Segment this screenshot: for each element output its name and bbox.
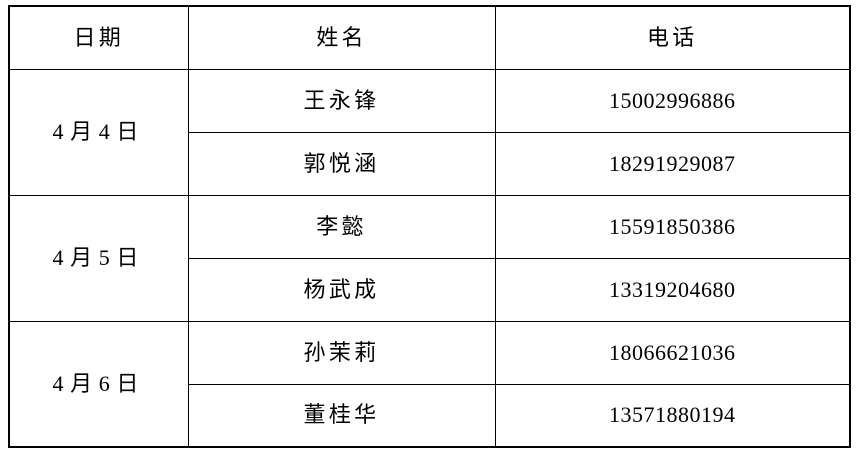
table-header-row: 日期 姓名 电话 (8, 5, 851, 70)
header-cell-date: 日期 (8, 5, 189, 70)
table-row: 4月5日 李懿 15591850386 (8, 194, 851, 322)
phone-cell: 13571880194 (494, 383, 851, 448)
contact-table: 日期 姓名 电话 4月4日 王永锋 15002996886 郭悦涵 182919… (8, 5, 851, 448)
header-cell-phone: 电话 (494, 5, 851, 70)
table-row: 4月4日 王永锋 15002996886 (8, 68, 851, 196)
header-cell-name: 姓名 (187, 5, 496, 70)
phone-cell: 18066621036 (494, 320, 851, 385)
phone-cell: 13319204680 (494, 257, 851, 322)
name-cell: 董桂华 (187, 383, 496, 448)
name-cell: 李懿 (187, 194, 496, 259)
date-cell: 4月4日 (8, 68, 189, 196)
phone-cell: 18291929087 (494, 131, 851, 196)
contact-table-container: 日期 姓名 电话 4月4日 王永锋 15002996886 郭悦涵 182919… (8, 5, 857, 448)
date-cell: 4月6日 (8, 320, 189, 448)
phone-cell: 15002996886 (494, 68, 851, 133)
name-cell: 王永锋 (187, 68, 496, 133)
table-row: 郭悦涵 18291929087 (9, 131, 851, 196)
phone-cell: 15591850386 (494, 194, 851, 259)
date-cell: 4月5日 (8, 194, 189, 322)
name-cell: 孙茉莉 (187, 320, 496, 385)
table-row: 董桂华 13571880194 (9, 383, 851, 448)
name-cell: 郭悦涵 (187, 131, 496, 196)
table-row: 4月6日 孙茉莉 18066621036 (8, 320, 851, 448)
name-cell: 杨武成 (187, 257, 496, 322)
table-row: 杨武成 13319204680 (9, 257, 851, 322)
